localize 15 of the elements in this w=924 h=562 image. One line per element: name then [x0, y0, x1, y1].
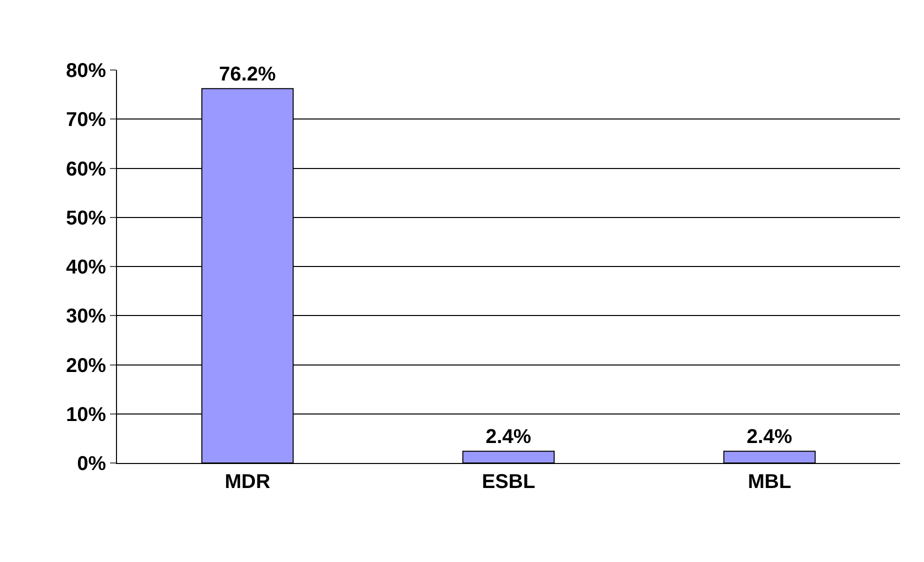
y-tick-label: 0%	[77, 453, 106, 475]
y-tick-label: 70%	[66, 109, 106, 132]
x-tick-label: MBL	[748, 471, 792, 493]
y-tick-label: 50%	[66, 207, 106, 230]
data-label: 2.4%	[746, 426, 792, 448]
y-tick-label: 30%	[66, 306, 106, 328]
y-tick-label: 40%	[66, 256, 106, 278]
data-label: 76.2%	[219, 64, 276, 86]
x-tick-label: ESBL	[482, 471, 536, 493]
x-tick-label: MDR	[224, 471, 271, 493]
data-label: 2.4%	[486, 426, 532, 448]
y-tick-label: 20%	[66, 354, 106, 377]
y-tick-label: 10%	[66, 404, 106, 426]
y-tick-label: 80%	[66, 60, 106, 82]
y-tick-label: 60%	[66, 158, 106, 180]
